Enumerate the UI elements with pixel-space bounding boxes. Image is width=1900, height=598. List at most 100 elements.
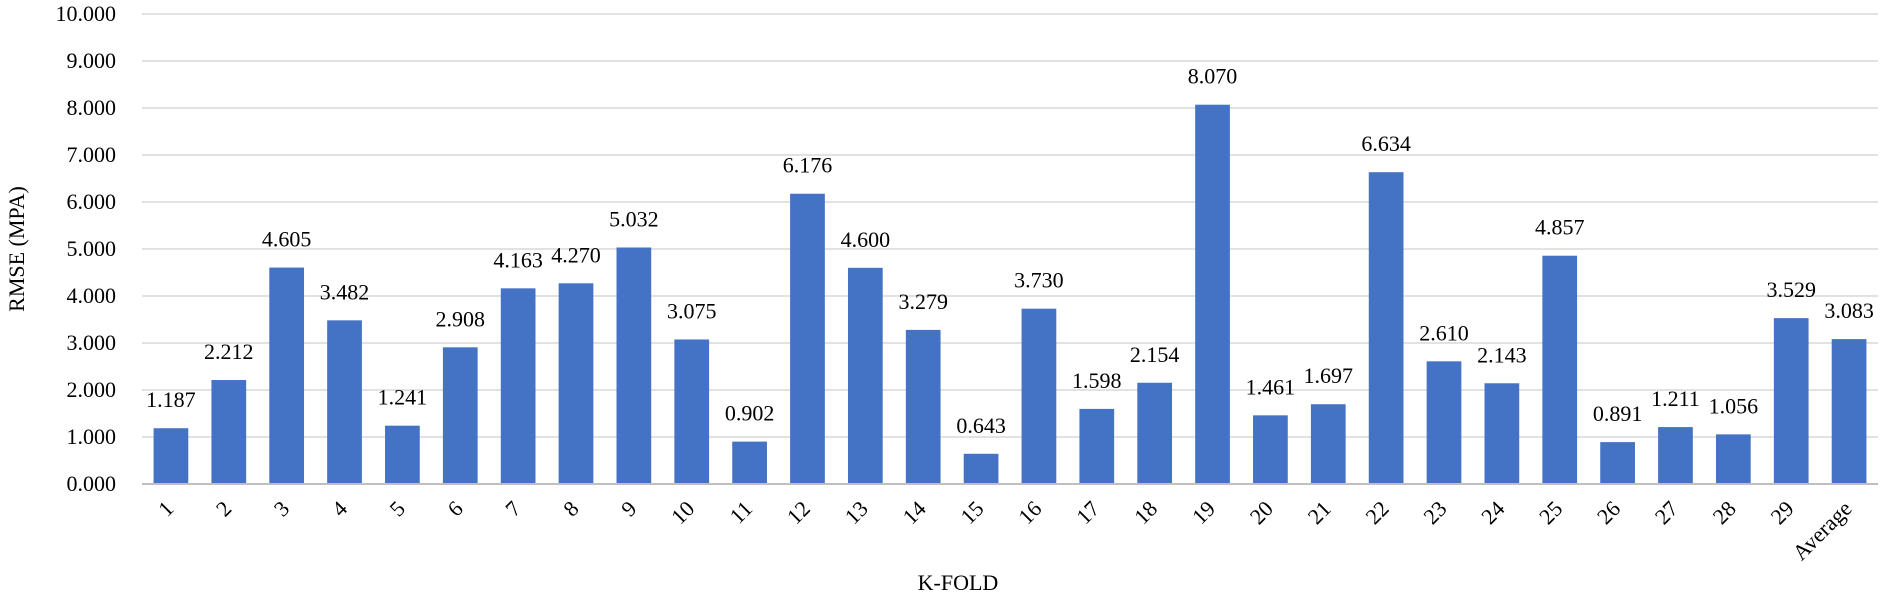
data-label-2: 2.212: [204, 339, 254, 364]
x-tick-label: 4: [327, 496, 352, 521]
x-tick-label: 21: [1303, 496, 1336, 529]
bar-6: [442, 347, 478, 484]
data-label-19: 8.070: [1188, 64, 1238, 89]
data-label-12: 6.176: [783, 153, 833, 178]
data-label-16: 3.730: [1014, 268, 1064, 293]
x-tick-label: 9: [616, 496, 641, 521]
x-tick-label: 18: [1129, 496, 1162, 529]
bar-18: [1137, 382, 1173, 484]
data-label-28: 1.056: [1709, 393, 1759, 418]
bar-21: [1310, 404, 1346, 484]
data-labels: 1.187 2.212 4.605 3.482 1.241 2.908 4.163 4.270…: [146, 64, 1874, 438]
y-tick-label: 5.000: [67, 236, 117, 261]
x-axis-title: K-FOLD: [918, 570, 999, 595]
data-label-10: 3.075: [667, 298, 717, 323]
x-tick-label: 6: [442, 496, 467, 521]
x-tick-label: 3: [269, 496, 294, 521]
gridlines: [142, 13, 1878, 438]
bar-17: [1079, 408, 1115, 484]
data-label-1: 1.187: [146, 387, 196, 412]
data-label-3: 4.605: [262, 227, 312, 252]
bar-26: [1600, 442, 1635, 484]
data-label-8: 4.270: [551, 242, 601, 267]
bar-10: [674, 339, 710, 484]
x-tick-label: 20: [1245, 496, 1278, 529]
bars: [153, 104, 1867, 485]
x-tick-label: 12: [782, 496, 815, 529]
data-label-14: 3.279: [898, 289, 948, 314]
x-tick-label: 7: [500, 496, 525, 521]
y-tick-label: 10.000: [56, 1, 117, 26]
x-tick-label: 5: [384, 496, 409, 521]
bar-24: [1484, 383, 1520, 484]
x-tick-label: 24: [1476, 496, 1509, 529]
bar-22: [1368, 172, 1404, 484]
x-tick-label: 1: [153, 496, 178, 521]
x-tick-label: 10: [666, 496, 699, 529]
bar-14: [905, 329, 941, 484]
y-tick-label: 4.000: [67, 283, 117, 308]
data-label-23: 2.610: [1419, 320, 1469, 345]
data-label-26: 0.891: [1593, 401, 1643, 426]
data-label-17: 1.598: [1072, 368, 1122, 393]
x-tick-label: 14: [898, 496, 931, 529]
y-tick-label: 0.000: [67, 471, 117, 496]
data-label-6: 2.908: [436, 306, 486, 331]
bar-1: [153, 428, 189, 484]
y-tick-label: 1.000: [67, 424, 117, 449]
bar-28: [1715, 434, 1751, 484]
bar-5: [385, 425, 420, 484]
bar-15: [963, 453, 999, 484]
x-tick-label: 13: [840, 496, 873, 529]
bar-16: [1021, 308, 1057, 484]
x-tick-label: 25: [1534, 496, 1567, 529]
bar-7: [500, 288, 536, 484]
y-tick-label: 7.000: [67, 142, 117, 167]
y-tick-label: 8.000: [67, 95, 117, 120]
x-tick-label: 27: [1650, 496, 1683, 529]
x-tick-label: 2: [211, 496, 236, 521]
data-label-21: 1.697: [1304, 363, 1354, 388]
data-label-25: 4.857: [1535, 215, 1585, 240]
data-label-11: 0.902: [725, 401, 775, 426]
data-label-15: 0.643: [956, 413, 1006, 438]
bar-23: [1426, 361, 1462, 484]
data-label-27: 1.211: [1651, 386, 1700, 411]
y-tick-label: 3.000: [67, 330, 117, 355]
bar-19: [1195, 104, 1230, 485]
bar-12: [790, 193, 825, 484]
data-label-4: 3.482: [320, 279, 370, 304]
bar-13: [847, 267, 883, 484]
data-label-Average: 3.083: [1824, 298, 1874, 323]
data-label-13: 4.600: [841, 227, 891, 252]
y-tick-label: 9.000: [67, 48, 117, 73]
x-axis-ticks: 1 2 3 4 5 6 7 8 9 10 11 12 13 14 15 16 17 18 19 20 21 22 23 24 2…: [153, 496, 1857, 565]
bar-9: [616, 247, 652, 484]
x-tick-label: 23: [1418, 496, 1451, 529]
bar-27: [1658, 427, 1693, 484]
bar-3: [269, 267, 305, 484]
x-tick-label: Average: [1787, 496, 1856, 565]
bar-8: [558, 283, 594, 484]
x-tick-label: 17: [1071, 496, 1104, 529]
x-tick-label: 26: [1592, 496, 1625, 529]
x-tick-label: 29: [1766, 496, 1799, 529]
x-tick-label: 16: [1013, 496, 1046, 529]
y-axis-title: RMSE (MPA): [4, 186, 29, 312]
bar-11: [732, 441, 767, 484]
data-label-7: 4.163: [493, 247, 543, 272]
y-axis-ticks: 0.000 1.000 2.000 3.000 4.000 5.000 6.000 7.000…: [56, 1, 117, 496]
y-tick-label: 6.000: [67, 189, 117, 214]
bar-29: [1773, 318, 1809, 484]
bar-Average: [1831, 339, 1867, 484]
bar-4: [327, 320, 362, 484]
data-label-18: 2.154: [1130, 342, 1180, 367]
x-tick-label: 15: [955, 496, 988, 529]
data-label-29: 3.529: [1766, 277, 1816, 302]
data-label-5: 1.241: [378, 385, 428, 410]
data-label-22: 6.634: [1361, 131, 1411, 156]
x-tick-label: 19: [1187, 496, 1220, 529]
x-tick-label: 28: [1708, 496, 1741, 529]
y-tick-label: 2.000: [67, 377, 117, 402]
